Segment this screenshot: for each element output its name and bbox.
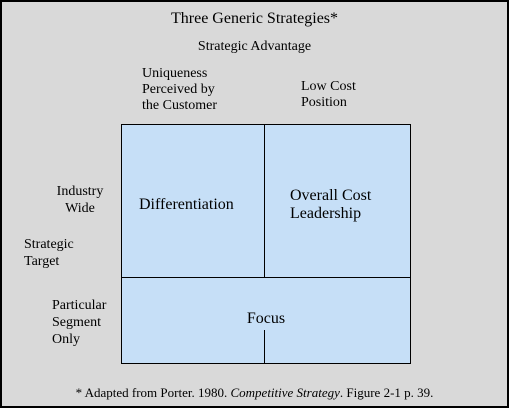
matrix-vertical-divider-lower	[264, 330, 265, 363]
footnote-prefix: * Adapted from Porter. 1980.	[75, 385, 231, 400]
footnote-book-title: Competitive Strategy	[230, 385, 340, 400]
cell-focus: Focus	[246, 310, 286, 327]
footnote: * Adapted from Porter. 1980. Competitive…	[2, 385, 507, 401]
strategic-advantage-label: Strategic Advantage	[197, 39, 312, 54]
column-header-low-cost: Low Cost Position	[301, 79, 356, 110]
column-header-uniqueness: Uniqueness Perceived by the Customer	[142, 66, 218, 113]
row-header-industry-wide: Industry Wide	[56, 184, 104, 216]
cell-differentiation: Differentiation	[139, 196, 234, 213]
footnote-suffix: . Figure 2-1 p. 39.	[339, 385, 434, 400]
row-header-particular-segment: Particular Segment Only	[52, 298, 107, 347]
strategy-matrix: Differentiation Overall Cost Leadership …	[121, 124, 411, 364]
matrix-horizontal-divider	[122, 277, 410, 278]
matrix-vertical-divider	[264, 125, 265, 277]
strategic-target-label: Strategic Target	[24, 237, 74, 269]
diagram-title: Three Generic Strategies*	[170, 10, 339, 27]
cell-overall-cost-leadership: Overall Cost Leadership	[290, 187, 372, 222]
